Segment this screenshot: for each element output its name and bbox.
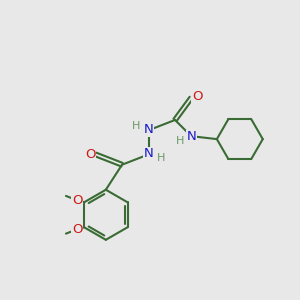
- Text: O: O: [72, 223, 83, 236]
- Text: H: H: [132, 121, 140, 131]
- Text: O: O: [192, 90, 202, 103]
- Text: N: N: [187, 130, 197, 143]
- Text: N: N: [144, 123, 153, 136]
- Text: O: O: [72, 194, 83, 207]
- Text: O: O: [85, 148, 95, 161]
- Text: H: H: [157, 153, 165, 163]
- Text: N: N: [144, 147, 153, 160]
- Text: H: H: [176, 136, 184, 146]
